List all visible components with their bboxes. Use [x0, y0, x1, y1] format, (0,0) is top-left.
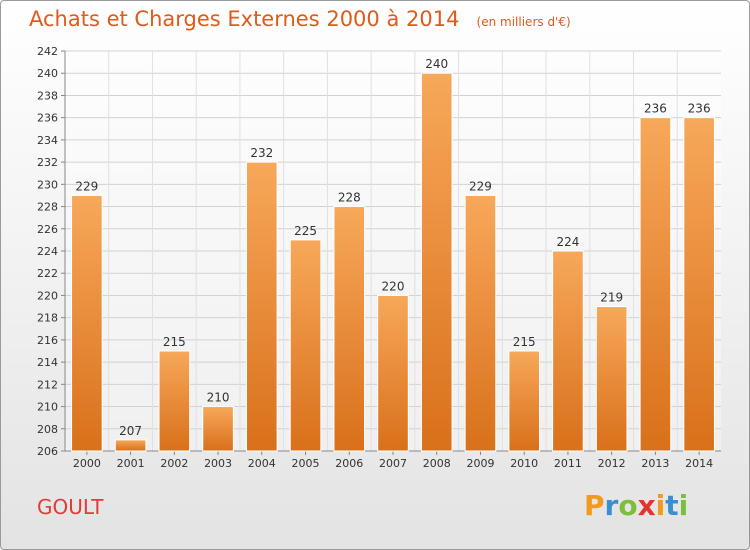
x-tick-label: 2011 [554, 457, 582, 470]
x-tick-label: 2002 [160, 457, 188, 470]
bar [289, 239, 322, 452]
data-label: 215 [163, 335, 186, 349]
y-tick-label: 216 [37, 334, 58, 347]
x-tick-label: 2004 [248, 457, 276, 470]
logo-letter: o [618, 489, 638, 522]
bars [71, 72, 715, 452]
x-tick-label: 2008 [423, 457, 451, 470]
x-tick-label: 2005 [292, 457, 320, 470]
x-tick-label: 2010 [510, 457, 538, 470]
data-label: 236 [644, 102, 667, 116]
data-label: 229 [469, 179, 492, 193]
data-label: 219 [600, 291, 623, 305]
y-tick-label: 232 [37, 156, 58, 169]
data-label: 220 [382, 279, 405, 293]
logo-letter: P [584, 489, 605, 522]
x-tick-label: 2000 [73, 457, 101, 470]
x-tick-label: 2006 [335, 457, 363, 470]
data-label: 224 [556, 235, 579, 249]
y-tick-label: 236 [37, 112, 58, 125]
y-tick-label: 208 [37, 423, 58, 436]
y-tick-label: 228 [37, 201, 58, 214]
bar [683, 117, 715, 452]
logo-letter: i [678, 489, 689, 522]
bar [595, 306, 628, 452]
y-tick-label: 238 [37, 89, 58, 102]
bar [202, 406, 234, 452]
chart-subtitle: (en milliers d'€) [476, 15, 571, 29]
bar [377, 294, 409, 452]
y-tick-label: 222 [37, 267, 58, 280]
y-tick-label: 234 [37, 134, 58, 147]
bar [552, 250, 584, 452]
bar [508, 350, 541, 452]
bar [245, 161, 278, 452]
y-tick-label: 226 [37, 223, 58, 236]
x-tick-label: 2012 [598, 457, 626, 470]
data-label: 240 [425, 57, 448, 71]
title-row: Achats et Charges Externes 2000 à 2014 (… [29, 7, 571, 31]
commune-name: GOULT [37, 495, 104, 519]
data-label: 210 [207, 391, 230, 405]
bar [333, 206, 366, 452]
y-tick-label: 206 [37, 445, 58, 458]
x-tick-label: 2013 [641, 457, 669, 470]
bar [639, 117, 672, 452]
y-tick-label: 242 [37, 45, 58, 58]
y-tick-label: 224 [37, 245, 58, 258]
x-tick-label: 2003 [204, 457, 232, 470]
bar [71, 194, 103, 452]
bar [420, 72, 453, 452]
data-label: 236 [688, 102, 711, 116]
bar [464, 194, 497, 452]
data-label: 232 [250, 146, 273, 160]
x-tick-label: 2007 [379, 457, 407, 470]
data-label: 207 [119, 424, 142, 438]
bar [114, 439, 147, 452]
logo-letter: i [655, 489, 666, 522]
data-label: 228 [338, 191, 361, 205]
y-tick-label: 218 [37, 312, 58, 325]
y-tick-label: 212 [37, 378, 58, 391]
bar [158, 350, 191, 452]
logo-letter: x [637, 489, 656, 522]
data-labels: 229 207 215 210 232 225 228 220 240 229 215 224 219 2… [75, 57, 710, 438]
x-tick-label: 2014 [685, 457, 713, 470]
axes: 206 208 210 212 214 216 218 220 222 224 226 228 230 2… [37, 45, 721, 470]
logo-letter: r [604, 489, 619, 522]
data-label: 229 [75, 179, 98, 193]
y-tick-label: 210 [37, 401, 58, 414]
y-tick-label: 240 [37, 67, 58, 80]
y-tick-label: 220 [37, 289, 58, 302]
data-label: 225 [294, 224, 317, 238]
y-tick-label: 214 [37, 356, 58, 369]
proxiti-logo: Proxiti [584, 489, 688, 522]
data-label: 215 [513, 335, 536, 349]
x-tick-label: 2009 [466, 457, 494, 470]
x-tick-label: 2001 [117, 457, 145, 470]
logo-letter: t [665, 489, 679, 522]
chart-title: Achats et Charges Externes 2000 à 2014 [29, 7, 460, 31]
y-tick-label: 230 [37, 178, 58, 191]
